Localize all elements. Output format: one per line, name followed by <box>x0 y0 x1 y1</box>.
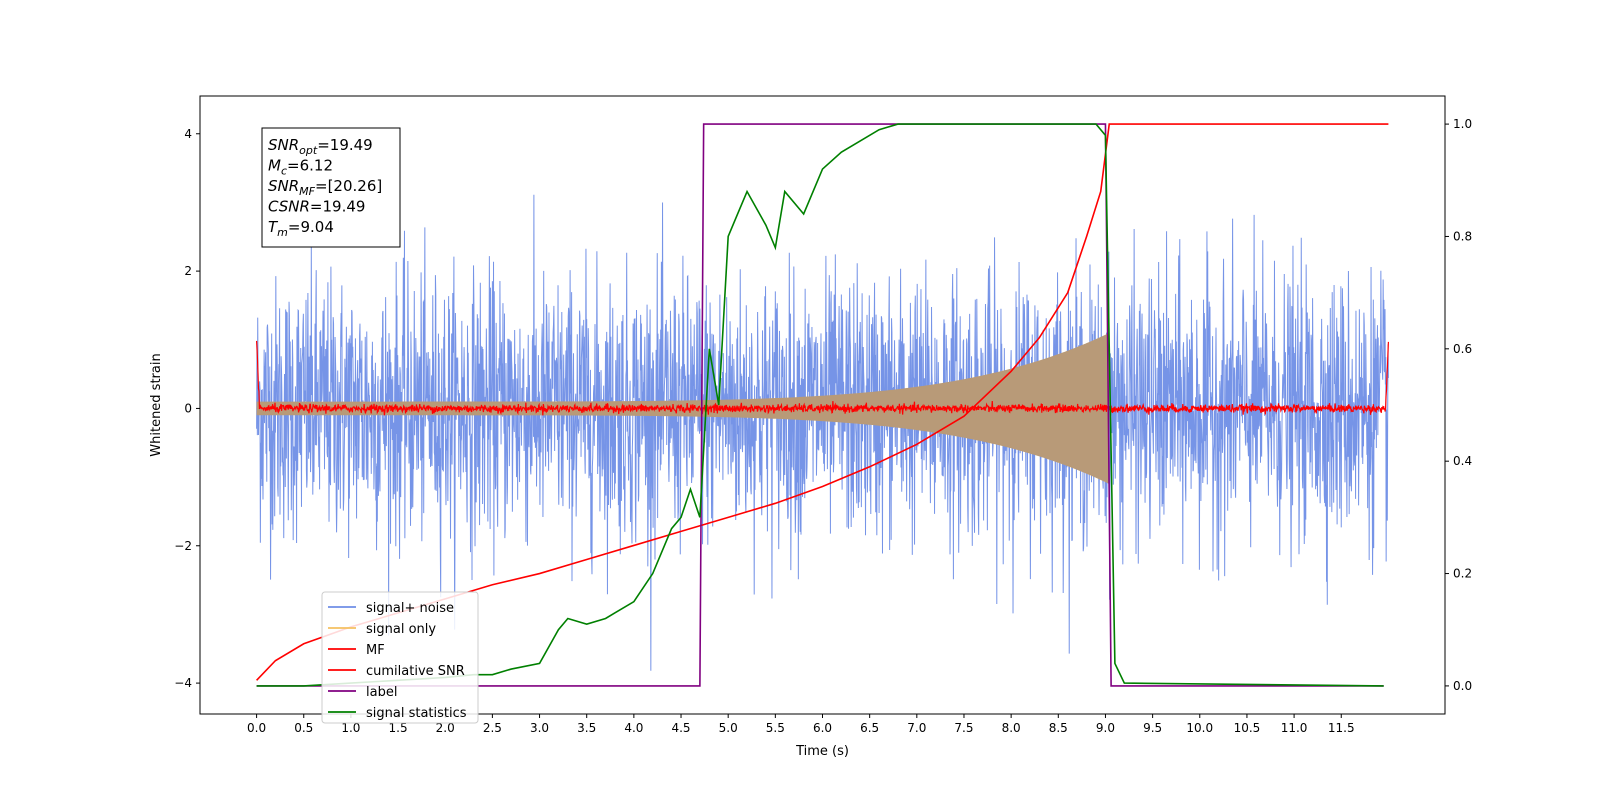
series-signal-statistics <box>256 123 1384 687</box>
y-axis-label: Whitened strain <box>149 353 164 456</box>
x-tick-label: 11.5 <box>1328 721 1355 735</box>
legend-label-signal-only: signal only <box>366 622 436 637</box>
legend-label-label: label <box>366 685 397 700</box>
legend-label-cumilative-snr: cumilative SNR <box>366 664 465 679</box>
x-tick-label: 1.0 <box>341 721 360 735</box>
x-tick-label: 7.0 <box>907 721 926 735</box>
legend-label-signal-noise: signal+ noise <box>366 601 454 616</box>
x-tick-label: 6.0 <box>813 721 832 735</box>
x-tick-label: 10.5 <box>1234 721 1261 735</box>
x-tick-label: 6.5 <box>860 721 879 735</box>
x-tick-label: 4.5 <box>671 721 690 735</box>
x-tick-label: 4.0 <box>624 721 643 735</box>
y-tick-label-left: −4 <box>174 676 192 690</box>
x-tick-label: 3.5 <box>577 721 596 735</box>
x-tick-label: 0.0 <box>247 721 266 735</box>
x-tick-label: 8.0 <box>1002 721 1021 735</box>
y-tick-label-right: 0.2 <box>1453 567 1472 581</box>
y-tick-label-right: 0.6 <box>1453 342 1472 356</box>
x-axis-label: Time (s) <box>795 744 849 759</box>
y-tick-label-left: 4 <box>184 127 192 141</box>
y-axis-right: 0.0 0.2 0.4 0.6 0.8 1.0 <box>1445 117 1472 693</box>
x-tick-label: 10.0 <box>1186 721 1213 735</box>
y-axis-left: −4 −2 0 2 4 <box>174 127 200 690</box>
legend-frame <box>321 591 479 724</box>
y-tick-label-right: 0.0 <box>1453 679 1472 693</box>
x-tick-label: 3.0 <box>530 721 549 735</box>
y-tick-label-right: 0.4 <box>1453 454 1472 468</box>
y-tick-label-right: 1.0 <box>1453 117 1472 131</box>
y-tick-label-left: 0 <box>184 401 192 415</box>
x-tick-label: 9.5 <box>1143 721 1162 735</box>
y-tick-label-left: 2 <box>184 264 192 278</box>
info-line: SNRopt=19.49 <box>268 136 373 157</box>
info-line: CSNR=19.49 <box>268 198 365 216</box>
x-tick-label: 2.0 <box>436 721 455 735</box>
info-line: Mc=6.12 <box>268 157 333 178</box>
x-tick-label: 9.0 <box>1096 721 1115 735</box>
y-tick-label-right: 0.8 <box>1453 229 1472 243</box>
info-line: SNRMF=[20.26] <box>268 177 382 198</box>
info-line: Tm=9.04 <box>268 218 334 239</box>
legend-label-mf: MF <box>366 643 385 658</box>
info-box: SNRopt=19.49Mc=6.12SNRMF=[20.26]CSNR=19.… <box>261 127 401 248</box>
x-axis: 0.0 0.5 1.0 1.5 2.0 2.5 3.0 3.5 4.0 4.5 5.0 5.5 6.0 6… <box>247 714 1355 735</box>
info-box-frame <box>261 127 401 248</box>
series-mf <box>255 340 1390 416</box>
x-tick-label: 7.5 <box>954 721 973 735</box>
x-tick-label: 5.5 <box>766 721 785 735</box>
x-tick-label: 1.5 <box>389 721 408 735</box>
y-tick-label-left: −2 <box>174 539 192 553</box>
x-tick-label: 5.0 <box>719 721 738 735</box>
x-tick-label: 0.5 <box>294 721 313 735</box>
x-tick-label: 11.0 <box>1281 721 1308 735</box>
x-tick-label: 8.5 <box>1049 721 1068 735</box>
x-tick-label: 2.5 <box>483 721 502 735</box>
legend: signal+ noise signal only MF cumilative SNR… <box>321 591 479 724</box>
legend-label-signal-statistics: signal statistics <box>366 706 467 721</box>
